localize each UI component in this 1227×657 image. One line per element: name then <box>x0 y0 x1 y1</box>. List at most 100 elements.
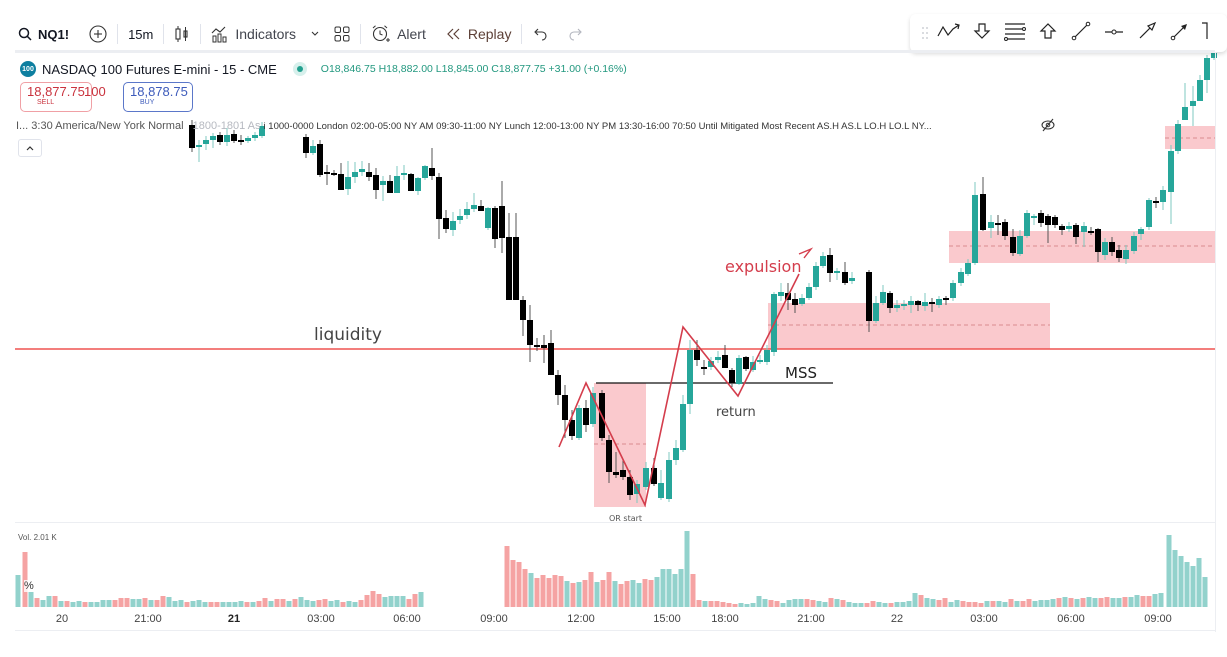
volume-bar <box>88 602 94 607</box>
candle-body <box>331 173 337 175</box>
chart-type-button[interactable] <box>164 19 200 49</box>
volume-legend[interactable]: Vol. 2.01 K <box>18 533 57 542</box>
candle-body <box>613 472 619 475</box>
hide-indicator-button[interactable] <box>1040 118 1056 137</box>
redo-button[interactable] <box>558 19 594 49</box>
indicator-legend[interactable]: I... 3:30 America/New York Normal 1800-1… <box>16 120 932 132</box>
expulsion-arrow[interactable] <box>798 247 814 259</box>
candle-body <box>673 448 679 460</box>
arrow-marker-tool[interactable] <box>1163 18 1196 48</box>
arrow-marker-icon <box>1170 21 1190 46</box>
toolbar-divider <box>360 24 362 44</box>
candle-body <box>729 370 735 383</box>
candle-body <box>1146 200 1152 227</box>
candle-body <box>908 301 914 305</box>
market-status-icon[interactable] <box>292 62 307 76</box>
collapse-legend-button[interactable] <box>18 139 42 157</box>
candle-body <box>569 420 575 436</box>
volume-bar <box>696 600 702 607</box>
volume-bar <box>226 602 232 607</box>
candle-body <box>203 140 209 144</box>
sell-price: 18,877.75 <box>27 84 85 99</box>
alert-button[interactable]: Alert <box>361 19 436 49</box>
arrow-down-marker-tool[interactable] <box>965 18 998 48</box>
candle-body <box>513 237 519 300</box>
zigzag-drawing[interactable] <box>558 273 800 508</box>
time-axis-label: 22 <box>890 613 904 625</box>
volume-bar <box>1134 595 1140 607</box>
volume-bar <box>924 598 930 607</box>
liquidity-annotation[interactable]: liquidity <box>312 325 384 345</box>
volume-bar <box>1110 598 1116 607</box>
return-annotation[interactable]: return <box>716 405 756 420</box>
volume-bar <box>570 583 576 607</box>
bracket-tool[interactable] <box>1196 18 1214 48</box>
order-quantity[interactable]: 100 <box>84 84 106 99</box>
candle-body <box>757 360 763 362</box>
chevron-down-icon <box>310 30 320 38</box>
volume-bar <box>576 582 582 607</box>
horizontal-ray-tool[interactable] <box>1097 18 1130 48</box>
candle-body <box>980 194 986 230</box>
candle-body <box>338 174 344 190</box>
layout-button[interactable] <box>324 19 360 49</box>
volume-bar <box>504 546 510 607</box>
series-legend[interactable]: 100 NASDAQ 100 Futures E-mini - 15 - CME… <box>20 61 627 77</box>
pane-separator[interactable] <box>15 522 1215 523</box>
volume-bar <box>1020 601 1026 607</box>
arrow-tool[interactable] <box>1130 18 1163 48</box>
buy-button[interactable]: 18,878.75 BUY <box>123 82 193 112</box>
interval-button[interactable]: 15m <box>118 19 163 49</box>
volume-bar <box>852 603 858 607</box>
replay-button[interactable]: Replay <box>436 19 522 49</box>
candle-body <box>450 221 456 230</box>
volume-bar <box>1172 550 1178 607</box>
volume-bar <box>262 598 268 607</box>
candle-body <box>627 477 633 495</box>
mss-annotation[interactable]: MSS <box>785 364 817 382</box>
volume-bar <box>750 603 756 607</box>
time-axis-label: 03:00 <box>307 613 335 625</box>
candle-body <box>736 358 742 384</box>
volume-bar <box>990 601 996 607</box>
pattern-icon <box>936 22 961 44</box>
volume-bar <box>178 600 184 607</box>
volume-bar <box>214 602 220 607</box>
candle-body <box>324 172 330 174</box>
percent-scale-toggle[interactable]: % <box>24 580 34 592</box>
compare-symbol-button[interactable] <box>79 19 117 49</box>
volume-bar <box>936 600 942 607</box>
volume-bar <box>618 584 624 607</box>
order-block-zone[interactable] <box>949 231 1215 263</box>
order-block-zone[interactable] <box>768 303 1050 349</box>
volume-bar <box>1026 599 1032 607</box>
candle-body <box>643 468 649 487</box>
volume-bar <box>510 560 516 607</box>
volume-bar <box>232 602 238 607</box>
expulsion-annotation[interactable]: expulsion <box>725 257 802 276</box>
candle-body <box>1081 226 1087 232</box>
volume-bar <box>82 602 88 607</box>
candle-body <box>217 135 223 142</box>
drag-grip-icon[interactable] <box>918 24 932 42</box>
sell-button[interactable]: 18,877.75 SELL <box>20 82 92 112</box>
candle-body <box>701 367 707 369</box>
volume-bar <box>630 580 636 607</box>
candle-body <box>806 287 812 298</box>
time-axis-label: 06:00 <box>393 613 421 625</box>
trend-line-tool[interactable] <box>1064 18 1097 48</box>
candle-body <box>443 218 449 229</box>
candle-body <box>708 361 714 367</box>
time-axis[interactable]: 20 21:00 21 03:00 06:00 09:00 12:00 15:00 18:00 2… <box>15 607 1215 631</box>
parallel-channel-tool[interactable] <box>998 18 1031 48</box>
xabcd-pattern-tool[interactable] <box>932 18 965 48</box>
volume-bar <box>1008 599 1014 607</box>
candle-body <box>310 146 316 153</box>
undo-button[interactable] <box>522 19 558 49</box>
arrow-up-marker-tool[interactable] <box>1031 18 1064 48</box>
indicators-dropdown[interactable] <box>306 19 324 49</box>
indicators-button[interactable]: Indicators <box>201 19 306 49</box>
toolbar-divider <box>200 24 202 44</box>
symbol-search-button[interactable]: NQ1! <box>0 19 79 49</box>
